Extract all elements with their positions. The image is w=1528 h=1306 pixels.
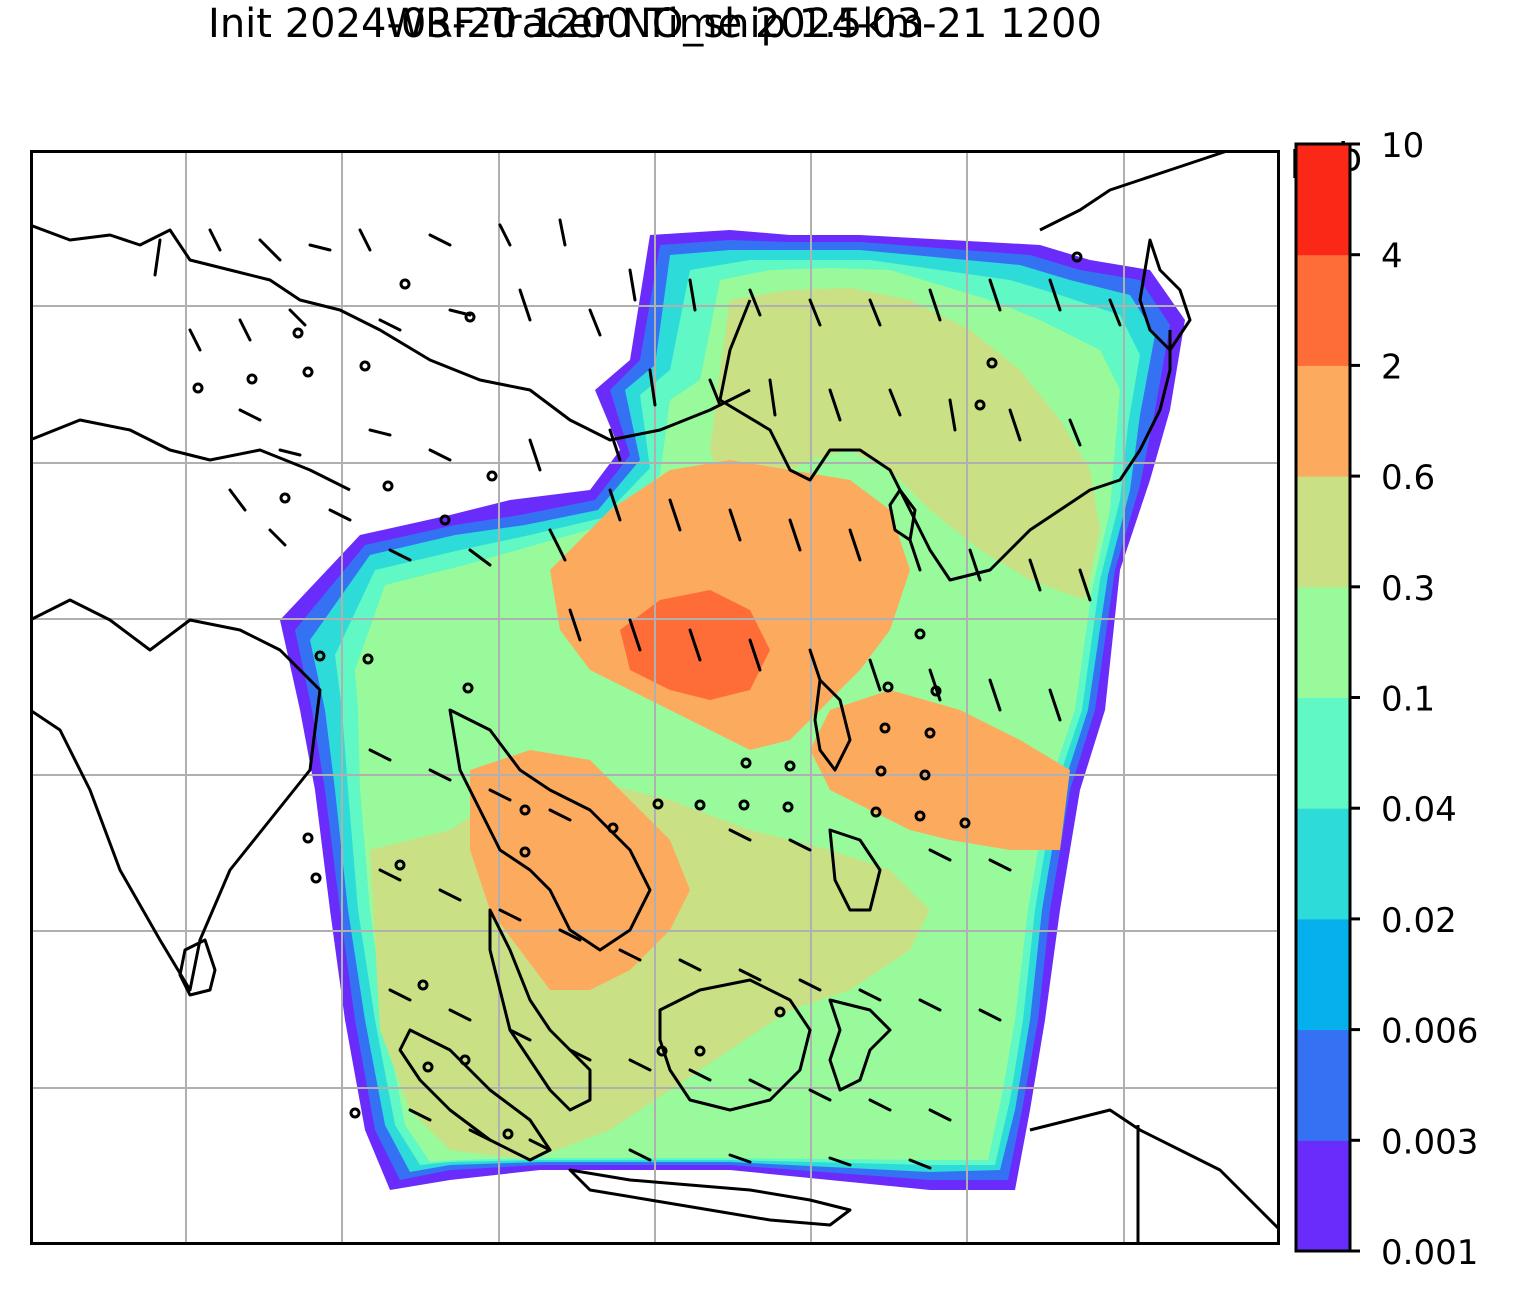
wind-barb-row-2	[188, 288, 602, 352]
colorbar-swatch-4	[1296, 697, 1350, 809]
coastline-philippines	[813, 678, 882, 912]
colorbar-swatch-5	[1296, 586, 1350, 698]
colorbar-swatch-7	[1296, 365, 1350, 477]
colorbar-swatch-9	[1296, 144, 1350, 256]
coastline-new-guinea	[1029, 1108, 1280, 1232]
colorbar-swatch-3	[1296, 808, 1350, 920]
coastline-taiwan	[888, 488, 917, 542]
coastline-china-east	[718, 299, 1172, 582]
coastlines	[30, 150, 1280, 1245]
border-north-2	[30, 418, 351, 492]
wind-barb-row-4	[228, 488, 567, 567]
field-olive-north	[710, 288, 1100, 600]
coastline-malay-peninsula	[488, 908, 592, 1112]
colorbar-tick-label: 0.001	[1381, 1233, 1478, 1273]
colorbar-swatch-2	[1296, 918, 1350, 1031]
map-grid	[30, 150, 1280, 1245]
map-border	[30, 150, 1280, 1245]
colorbar-tick-label: 4	[1381, 237, 1403, 277]
plot-title-line-1: WRF-Tracer NO_ship 1.5km	[385, 1, 925, 47]
coastline-java	[568, 1168, 852, 1227]
coastline-sumatra	[398, 1028, 552, 1162]
field-orange-central	[810, 690, 1070, 850]
colorbar-tick-label: 0.3	[1381, 569, 1435, 609]
colorbar-ticks: 0.001 0.003 0.006 0.02 0.04 0.1 0.3 0.6 2 4 10	[1350, 126, 1478, 1273]
coastline-indochina	[448, 708, 652, 952]
concentration-field	[280, 230, 1185, 1190]
colorbar-tick-label: 10	[1381, 126, 1424, 166]
wind-barb-field-domain	[368, 268, 1122, 1170]
coastline-korea-japan	[1039, 150, 1231, 232]
colorbar-tick-label: 0.003	[1381, 1122, 1478, 1162]
wind-barbs	[153, 218, 1122, 1170]
colorbar-swatch-0	[1296, 1140, 1350, 1252]
coastline-india	[30, 598, 322, 992]
colorbar-swatch-1	[1296, 1029, 1350, 1141]
plot-title-line-2: Init 2024-03-20 1200 Time 2024-03-21 120…	[208, 1, 1102, 47]
wind-barb-row-3	[238, 408, 622, 472]
coastline-korea	[1138, 238, 1192, 352]
coastline-borneo	[658, 978, 812, 1112]
colorbar-tick-label: 0.04	[1381, 790, 1457, 830]
colorbar-tick-label: 0.1	[1381, 680, 1435, 720]
coastline-sulawesi	[828, 998, 892, 1092]
colorbar-tick-label: 2	[1381, 347, 1403, 387]
wind-barb-row-1	[153, 218, 567, 277]
colorbar-tick-label: 0.02	[1381, 901, 1457, 941]
colorbar-swatch-6	[1296, 476, 1350, 588]
calm-wind-markers	[192, 251, 1083, 1140]
colorbar-border	[1294, 142, 1352, 1253]
coastline-sri-lanka	[178, 938, 217, 997]
map-panel	[30, 150, 1280, 1245]
colorbar-tick-label: 0.6	[1381, 458, 1435, 498]
colorbar-swatch-8	[1296, 254, 1350, 366]
border-north-1	[30, 223, 751, 442]
colorbar-swatches	[1296, 144, 1350, 1252]
colorbar-tick-label: 0.006	[1381, 1012, 1478, 1052]
